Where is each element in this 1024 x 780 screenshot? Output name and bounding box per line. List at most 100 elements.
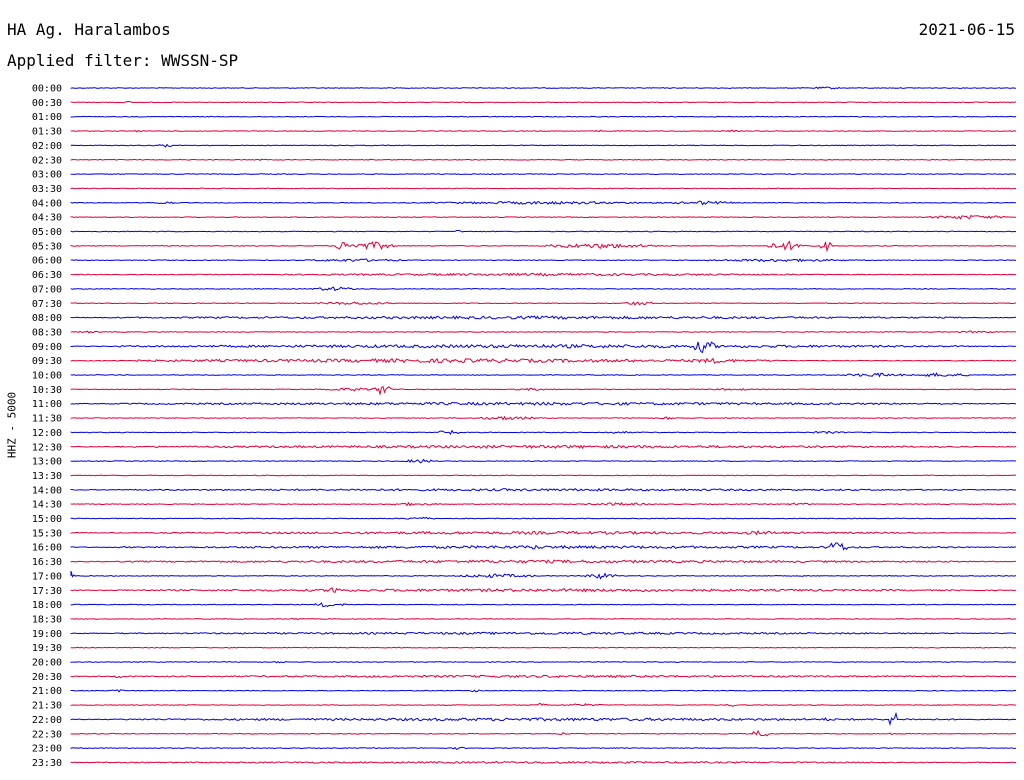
trace-line <box>70 272 1017 277</box>
station-title: HA Ag. Haralambos <box>7 20 171 39</box>
time-tick-label: 19:30 <box>32 643 62 654</box>
trace-line <box>70 357 1017 364</box>
time-tick-label: 15:30 <box>32 528 62 539</box>
trace-line <box>70 516 1017 520</box>
time-tick-label: 16:30 <box>32 557 62 568</box>
time-tick-label: 10:00 <box>32 371 62 382</box>
trace-line <box>70 474 1017 477</box>
trace-line <box>70 315 1017 320</box>
time-tick-label: 13:00 <box>32 457 62 468</box>
time-tick-label: 04:00 <box>32 198 62 209</box>
time-tick-label: 11:30 <box>32 414 62 425</box>
time-tick-label: 06:00 <box>32 256 62 267</box>
trace-line <box>70 458 1017 464</box>
time-tick-label: 05:30 <box>32 241 62 252</box>
time-tick-label: 12:30 <box>32 442 62 453</box>
time-tick-label: 10:30 <box>32 385 62 396</box>
time-tick-label: 20:30 <box>32 672 62 683</box>
time-tick-label: 07:30 <box>32 299 62 310</box>
time-tick-label: 06:30 <box>32 270 62 281</box>
trace-line <box>70 115 1017 118</box>
time-tick-label: 09:00 <box>32 342 62 353</box>
trace-line <box>70 372 1017 378</box>
trace-line <box>70 444 1017 450</box>
trace-line <box>70 674 1017 679</box>
time-tick-label: 22:30 <box>32 729 62 740</box>
time-tick-label: 17:00 <box>32 571 62 582</box>
time-tick-label: 16:00 <box>32 543 62 554</box>
time-tick-label: 02:30 <box>32 155 62 166</box>
time-tick-label: 01:30 <box>32 127 62 138</box>
time-tick-label: 08:30 <box>32 327 62 338</box>
time-tick-label: 22:00 <box>32 715 62 726</box>
trace-line <box>70 385 1017 397</box>
filter-label: Applied filter: WWSSN-SP <box>7 51 239 70</box>
time-tick-label: 21:00 <box>32 686 62 697</box>
trace-line <box>70 760 1017 764</box>
trace-line <box>70 100 1017 104</box>
trace-line <box>70 646 1017 649</box>
time-tick-label: 00:30 <box>32 98 62 109</box>
time-tick-label: 11:00 <box>32 399 62 410</box>
time-tick-label: 05:00 <box>32 227 62 238</box>
trace-line <box>70 487 1017 492</box>
trace-line <box>70 570 1017 580</box>
time-tick-label: 19:00 <box>32 629 62 640</box>
time-tick-label: 04:30 <box>32 213 62 224</box>
trace-line <box>70 286 1017 292</box>
trace-line <box>70 631 1017 636</box>
time-tick-label: 14:00 <box>32 485 62 496</box>
trace-line <box>70 129 1017 133</box>
trace-line <box>70 158 1017 162</box>
trace-line <box>70 429 1017 435</box>
time-tick-label: 17:30 <box>32 586 62 597</box>
time-tick-labels: 00:00 00:30 01:00 01:30 02:00 02:30 03:00 03:30… <box>32 84 62 769</box>
trace-line <box>70 660 1017 664</box>
time-tick-label: 13:30 <box>32 471 62 482</box>
time-tick-label: 03:00 <box>32 170 62 181</box>
time-tick-label: 00:00 <box>32 84 62 95</box>
trace-line <box>70 258 1017 263</box>
trace-line <box>70 587 1017 593</box>
trace-line <box>70 711 1017 727</box>
trace-line <box>70 86 1017 90</box>
trace-line <box>70 143 1017 148</box>
time-tick-label: 14:30 <box>32 500 62 511</box>
trace-line <box>70 200 1017 206</box>
trace-line <box>70 602 1017 608</box>
trace-line <box>70 401 1017 406</box>
time-tick-label: 23:30 <box>32 758 62 769</box>
trace-line <box>70 415 1017 421</box>
time-tick-label: 07:00 <box>32 284 62 295</box>
trace-line <box>70 341 1017 354</box>
trace-lines <box>70 86 1017 764</box>
trace-line <box>70 746 1017 750</box>
trace-line <box>70 301 1017 306</box>
time-tick-label: 21:30 <box>32 701 62 712</box>
trace-line <box>70 330 1017 334</box>
time-tick-label: 09:30 <box>32 356 62 367</box>
trace-line <box>70 240 1017 253</box>
trace-line <box>70 542 1017 551</box>
time-tick-label: 12:00 <box>32 428 62 439</box>
trace-line <box>70 529 1017 536</box>
trace-line <box>70 559 1017 564</box>
date-label: 2021-06-15 <box>918 20 1015 39</box>
trace-line <box>70 173 1017 175</box>
time-tick-label: 02:00 <box>32 141 62 152</box>
time-tick-label: 03:30 <box>32 184 62 195</box>
time-tick-label: 20:00 <box>32 658 62 669</box>
trace-line <box>70 729 1017 737</box>
time-tick-label: 15:00 <box>32 514 62 525</box>
time-tick-label: 08:00 <box>32 313 62 324</box>
trace-line <box>70 229 1017 233</box>
trace-line <box>70 617 1017 621</box>
trace-line <box>70 214 1017 220</box>
time-tick-label: 23:00 <box>32 744 62 755</box>
trace-line <box>70 702 1017 707</box>
time-tick-label: 01:00 <box>32 112 62 123</box>
trace-line <box>70 187 1017 190</box>
trace-line <box>70 689 1017 693</box>
time-tick-label: 18:00 <box>32 600 62 611</box>
